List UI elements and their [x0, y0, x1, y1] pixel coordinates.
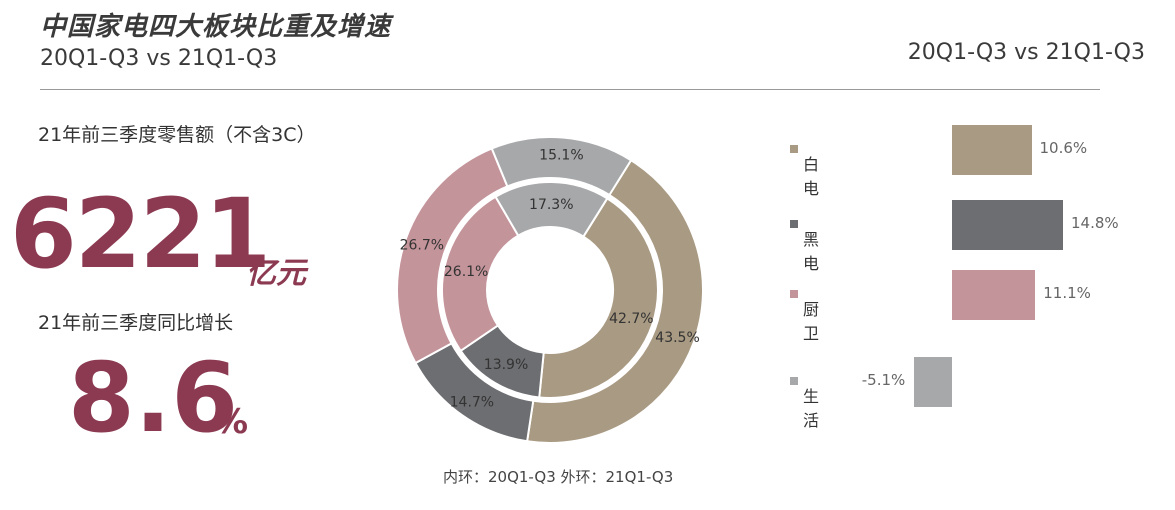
donut-slice-outer-0 [525, 158, 704, 444]
sales-label: 21年前三季度零售额（不含3C） [38, 124, 316, 146]
growth-bar-label-0: 10.6% [1039, 139, 1088, 157]
donut-label-inner-0: 42.7% [609, 311, 653, 327]
legend-swatch-0 [790, 145, 798, 153]
sales-unit: 亿元 [246, 256, 306, 291]
donut-chart: 42.7% 13.9% 26.1% 17.3% 43.5% 14.7% 26.7% 15.1% [396, 136, 704, 444]
sales-value: 6221 [10, 178, 271, 290]
right-subtitle: 20Q1-Q3 vs 21Q1-Q3 [907, 40, 1145, 65]
growth-value: 8.6 [68, 342, 239, 454]
donut-label-inner-1: 13.9% [484, 357, 528, 373]
growth-bar-label-2: 11.1% [1043, 284, 1091, 302]
legend-label-2: 厨卫 [803, 300, 820, 343]
legend-label-0: 白电 [803, 155, 820, 198]
donut-label-outer-2: 26.7% [400, 237, 444, 253]
donut-slice-inner-2 [441, 195, 520, 353]
growth-bar-0 [952, 125, 1032, 175]
growth-label: 21年前三季度同比增长 [38, 312, 234, 334]
donut-slice-inner-0 [538, 197, 659, 399]
donut-caption: 内环：20Q1-Q3 外环：21Q1-Q3 [443, 468, 674, 486]
legend-label-3: 生活 [803, 387, 820, 430]
page-title: 中国家电四大板块比重及增速 [40, 12, 392, 42]
legend-swatch-1 [790, 220, 798, 228]
growth-bar-1 [952, 200, 1063, 250]
donut-slice-outer-3 [490, 136, 633, 197]
legend-swatch-3 [790, 377, 798, 385]
page-subtitle: 20Q1-Q3 vs 21Q1-Q3 [40, 46, 278, 71]
donut-label-inner-2: 26.1% [444, 264, 488, 280]
growth-bar-label-1: 14.8% [1071, 214, 1119, 232]
growth-bar-2 [952, 270, 1036, 320]
legend-swatch-2 [790, 290, 798, 298]
growth-bar-3 [913, 357, 952, 407]
donut-label-inner-3: 17.3% [529, 197, 573, 213]
donut-slice-inner-3 [494, 181, 609, 238]
donut-label-outer-3: 15.1% [539, 147, 583, 163]
growth-unit: % [214, 402, 249, 442]
header-divider [40, 89, 1100, 90]
donut-label-outer-1: 14.7% [450, 394, 494, 410]
growth-bar-label-3: -5.1% [861, 371, 906, 389]
donut-label-outer-0: 43.5% [655, 330, 699, 346]
legend-label-1: 黑电 [803, 230, 820, 273]
